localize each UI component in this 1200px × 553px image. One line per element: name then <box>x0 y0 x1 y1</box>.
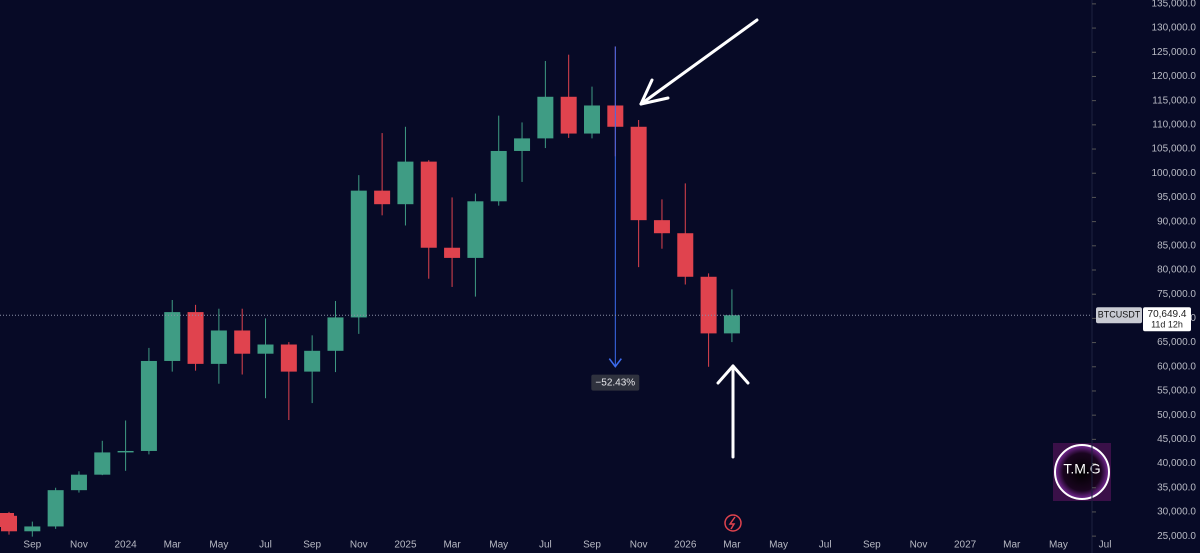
x-tick-label: Jul <box>259 540 272 551</box>
candle-body <box>584 105 600 134</box>
x-tick-label: Nov <box>910 540 928 551</box>
y-tick-label: 95,000.0 <box>1157 192 1196 203</box>
candle-body <box>444 247 461 258</box>
y-tick-label: 35,000.0 <box>1157 482 1196 493</box>
price-tag-bg <box>1143 307 1191 332</box>
candle-body <box>397 161 414 205</box>
x-tick-label: Mar <box>443 540 461 551</box>
measure-arrowhead <box>608 358 622 368</box>
candle-body <box>70 474 87 491</box>
y-tick-label: 115,000.0 <box>1152 95 1196 106</box>
countdown: 11d 12h <box>1151 320 1183 330</box>
candle-body <box>467 201 484 258</box>
x-tick-label: May <box>769 540 788 551</box>
candle-body <box>677 233 694 277</box>
candle-body <box>350 190 367 318</box>
measure-label: −52.43% <box>595 377 635 388</box>
y-tick-label: 50,000.0 <box>1157 410 1196 421</box>
y-tick-label: 105,000.0 <box>1152 144 1197 155</box>
x-tick-label: Sep <box>583 540 601 551</box>
y-tick-label: 135,000.0 <box>1152 0 1197 10</box>
y-tick-label: 75,000.0 <box>1157 289 1196 300</box>
candle-body <box>327 317 344 351</box>
candle-body <box>140 360 157 451</box>
x-tick-label: Nov <box>350 540 368 551</box>
x-tick-label: May <box>489 540 508 551</box>
x-tick-label: 2027 <box>954 540 977 551</box>
price-tag: 70,649.4 <box>1148 309 1187 320</box>
x-tick-label: Jul <box>819 540 832 551</box>
candle-body <box>514 138 531 151</box>
x-tick-label: Jul <box>1099 540 1112 551</box>
y-tick-label: 110,000.0 <box>1152 119 1196 130</box>
symbol-tag: BTCUSDT <box>1098 310 1141 320</box>
x-tick-label: Mar <box>723 540 741 551</box>
x-tick-label: Jul <box>539 540 552 551</box>
candle-body <box>700 276 717 334</box>
x-tick-label: 2024 <box>114 540 137 551</box>
x-tick-label: Nov <box>630 540 648 551</box>
y-tick-label: 25,000.0 <box>1157 531 1196 542</box>
measure-label-bg <box>591 374 640 391</box>
x-tick-label: 2026 <box>674 540 697 551</box>
x-tick-label: May <box>1049 540 1068 551</box>
y-tick-label: 40,000.0 <box>1157 458 1196 469</box>
candle-body <box>24 526 41 532</box>
y-tick-label: 85,000.0 <box>1157 240 1196 251</box>
candle-body <box>47 490 64 527</box>
candle-body <box>94 452 111 475</box>
candle-body <box>374 190 391 205</box>
x-tick-label: Mar <box>164 540 182 551</box>
x-tick-label: Sep <box>23 540 41 551</box>
candle-body <box>280 344 297 372</box>
candle-body <box>653 220 670 234</box>
candle-body <box>537 96 554 139</box>
y-tick-label: 80,000.0 <box>1157 265 1196 276</box>
y-tick-label: 65,000.0 <box>1157 337 1196 348</box>
candle-body <box>304 350 321 372</box>
candle-body <box>1 515 17 532</box>
candle-body <box>723 315 740 334</box>
candle-body <box>210 330 227 364</box>
candle-body <box>164 312 181 361</box>
y-tick-label: 55,000.0 <box>1157 386 1196 397</box>
x-tick-label: 2025 <box>394 540 417 551</box>
candle-body <box>630 126 647 221</box>
y-tick-label: 60,000.0 <box>1157 361 1196 372</box>
event-bolt <box>728 516 736 530</box>
y-tick-label: 45,000.0 <box>1157 434 1196 445</box>
candle-body <box>187 312 204 364</box>
candle-body <box>490 150 507 202</box>
y-tick-label: 90,000.0 <box>1157 216 1196 227</box>
candle-body <box>257 344 274 354</box>
symbol-tag-bg <box>1096 307 1142 324</box>
candle-body <box>560 96 577 134</box>
x-tick-label: May <box>209 540 228 551</box>
candle-body <box>420 161 437 248</box>
y-tick-label: 120,000.0 <box>1152 71 1197 82</box>
candle-body <box>234 330 251 354</box>
logo-text: T.M.G <box>1063 461 1100 477</box>
candle-body <box>117 450 134 453</box>
x-tick-label: Sep <box>303 540 321 551</box>
annotation-arrows <box>639 18 759 459</box>
y-tick-label: 125,000.0 <box>1152 47 1197 58</box>
x-tick-label: Sep <box>863 540 881 551</box>
x-tick-label: Nov <box>70 540 88 551</box>
logo-circle <box>1054 444 1110 500</box>
x-tick-label: Mar <box>1003 540 1021 551</box>
y-tick-label: 30,000.0 <box>1157 507 1196 518</box>
event-icon <box>724 514 742 532</box>
y-tick-label: 130,000.0 <box>1152 23 1197 34</box>
y-tick-label: 100,000.0 <box>1152 168 1197 179</box>
